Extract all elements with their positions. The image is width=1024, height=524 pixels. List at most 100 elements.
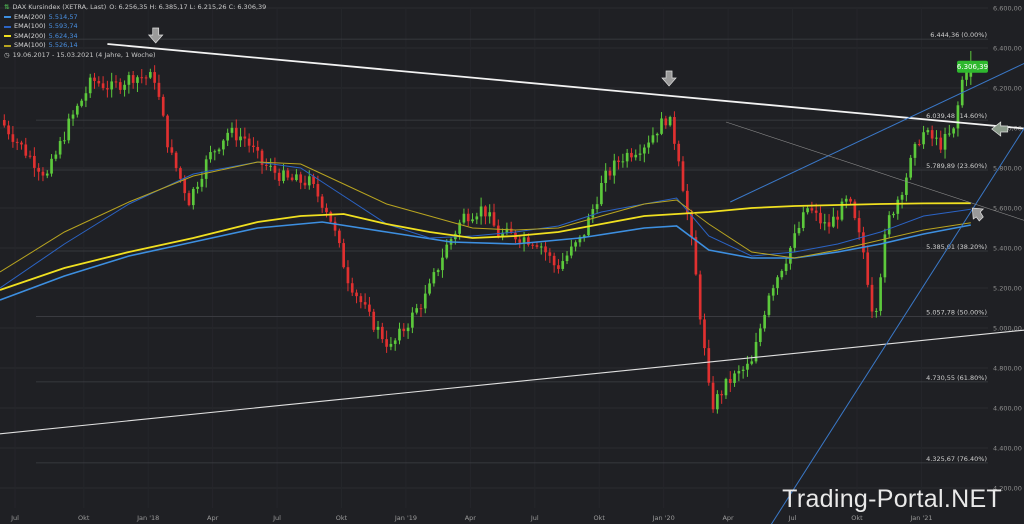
candle-body	[140, 77, 144, 79]
candle	[887, 211, 891, 238]
candle-body	[655, 133, 659, 136]
instrument-header: ⇅ DAX Kursindex (XETRA, Last) O: 6.256,3…	[4, 3, 266, 13]
candle	[612, 153, 616, 184]
candle-body	[707, 348, 711, 383]
candle	[50, 154, 53, 177]
candle	[746, 355, 749, 377]
candle-body	[312, 176, 315, 185]
candle-body	[866, 252, 870, 285]
candle	[608, 167, 612, 180]
candle-body	[277, 172, 281, 181]
candle-body	[428, 283, 431, 294]
candle-body	[518, 239, 522, 243]
x-tick-label: Jan '21	[909, 514, 932, 522]
candle	[385, 330, 388, 353]
candle	[41, 167, 45, 182]
candle	[191, 187, 195, 210]
candle	[277, 168, 281, 186]
candle	[625, 148, 629, 168]
candle	[484, 205, 487, 225]
candle	[862, 226, 865, 260]
candle	[896, 196, 900, 220]
candle-body	[290, 177, 294, 181]
candle	[63, 131, 66, 145]
candle-body	[509, 228, 513, 233]
candle-body	[887, 215, 891, 235]
candle	[114, 75, 118, 88]
candle-body	[419, 308, 423, 310]
candle	[140, 69, 144, 84]
candle-body	[488, 212, 492, 217]
candle-body	[200, 178, 204, 187]
candle	[587, 213, 590, 237]
candle	[660, 112, 663, 136]
candle	[501, 228, 504, 241]
candle	[801, 206, 805, 232]
candle	[673, 111, 676, 150]
legend-value: 5.514,57	[48, 12, 78, 21]
candle	[630, 148, 633, 162]
candle	[230, 122, 234, 138]
candle-body	[110, 81, 114, 90]
candle-body	[956, 105, 960, 129]
candle	[419, 303, 423, 318]
candle-body	[746, 363, 749, 370]
candle-body	[41, 171, 45, 176]
candle	[256, 140, 260, 159]
candle	[101, 76, 105, 91]
candle-body	[411, 312, 414, 328]
candle	[84, 86, 88, 108]
candle	[737, 365, 741, 382]
candle-body	[282, 170, 285, 181]
candle-body	[724, 378, 728, 396]
candle	[264, 158, 268, 171]
x-tick-label: Okt	[594, 514, 606, 522]
candle-body	[226, 132, 230, 141]
candle-body	[157, 82, 161, 97]
candle	[668, 115, 672, 127]
candle	[333, 216, 337, 237]
candle	[905, 173, 908, 202]
candle-body	[471, 219, 474, 222]
candle-body	[883, 234, 887, 278]
x-tick-label: Okt	[336, 514, 348, 522]
y-tick-label: 6.600,00	[993, 5, 1022, 13]
x-tick-label: Jan '20	[652, 514, 675, 522]
candle	[144, 75, 148, 86]
candle	[153, 65, 156, 90]
candle-body	[943, 133, 947, 150]
candle-body	[720, 394, 724, 396]
fib-level-label: 4.730,55 (61.80%)	[926, 374, 987, 382]
candle	[840, 198, 844, 222]
candle	[716, 390, 719, 414]
y-tick-label: 4.200,00	[993, 485, 1022, 493]
x-tick-label: Jan '19	[394, 514, 417, 522]
candle-body	[608, 170, 612, 176]
candle-body	[621, 161, 625, 163]
candle	[776, 275, 779, 295]
candle-body	[338, 230, 341, 244]
candle	[402, 323, 406, 337]
candle	[359, 293, 363, 309]
candle	[849, 196, 852, 205]
candle-body	[703, 319, 706, 349]
candle-body	[557, 265, 560, 269]
candle-body	[591, 209, 595, 218]
candle-body	[329, 212, 333, 222]
candle	[303, 175, 307, 189]
candle-body	[836, 216, 839, 220]
candle-body	[643, 147, 646, 154]
candle	[531, 242, 534, 250]
candle-body	[900, 194, 904, 200]
candle-body	[754, 341, 758, 362]
candle-body	[385, 339, 388, 347]
candle	[131, 71, 135, 89]
x-tick-label: Apr	[465, 514, 477, 522]
resistance-trendline	[107, 43, 1024, 130]
candle	[342, 238, 345, 269]
candle	[33, 147, 36, 177]
candle	[832, 207, 835, 228]
candle-body	[939, 137, 943, 150]
y-tick-label: 6.400,00	[993, 45, 1022, 53]
candle-body	[531, 244, 534, 246]
